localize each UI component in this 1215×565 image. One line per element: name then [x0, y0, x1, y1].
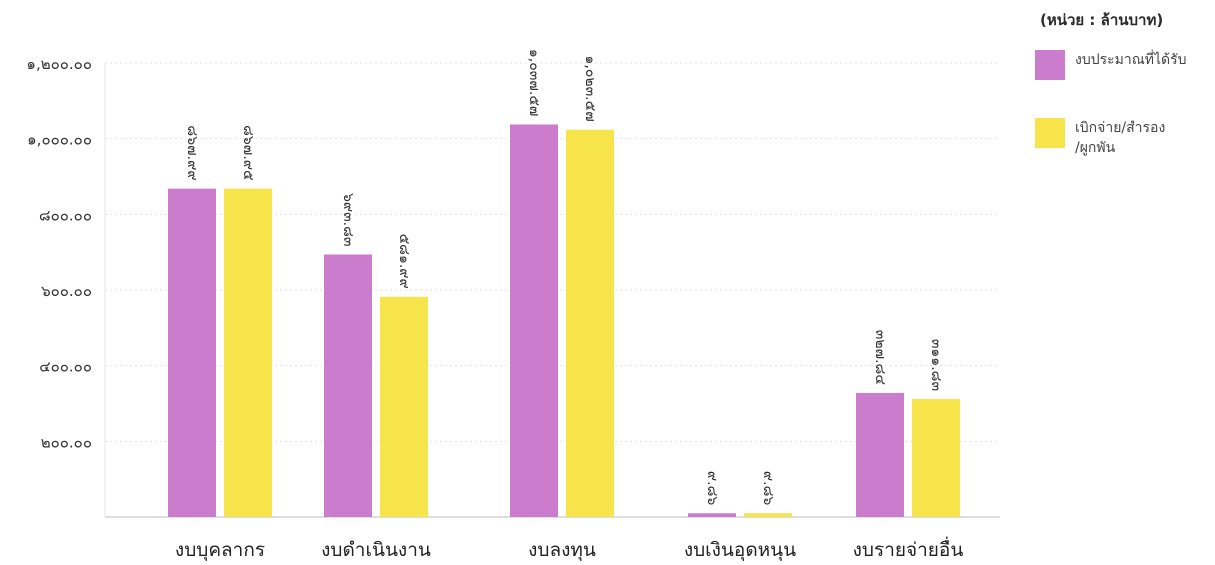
- bar: [168, 188, 216, 517]
- bar: [744, 513, 792, 517]
- unit-label: (หน่วย : ล้านบาท): [1040, 11, 1164, 29]
- legend-swatch-budget: [1035, 50, 1065, 80]
- y-tick-label: ๖๐๐.๐๐: [41, 282, 92, 300]
- bar: [688, 513, 736, 517]
- y-tick-label: ๒๐๐.๐๐: [41, 433, 92, 451]
- x-category-label: งบเงินอุดหนุน: [684, 539, 796, 562]
- data-label: ๖๙๓.๘๓: [340, 193, 356, 247]
- bar: [912, 399, 960, 517]
- data-label: ๘๖๗.๙๕: [240, 125, 256, 181]
- bar-chart: ๒๐๐.๐๐ ๔๐๐.๐๐ ๖๐๐.๐๐ ๘๐๐.๐๐ ๑,๐๐๐.๐๐ ๑,๒๐๐.๐๐…: [26, 49, 1000, 562]
- data-label: ๓๑๑.๘๓: [928, 339, 944, 391]
- x-category-label: งบลงทุน: [528, 539, 596, 562]
- bar: [510, 124, 558, 517]
- legend-item-budget: งบประมาณที่ได้รับ: [1035, 50, 1210, 80]
- bar: [380, 296, 428, 517]
- x-category-label: งบดำเนินงาน: [321, 539, 431, 561]
- data-label: ๙.๘๖: [760, 471, 776, 506]
- bar: [224, 188, 272, 517]
- legend-item-disbursed: เบิกจ่าย/สำรอง /ผูกพัน: [1035, 118, 1210, 158]
- data-label: ๕๘๑.๙๙: [396, 234, 412, 289]
- legend-label-budget: งบประมาณที่ได้รับ: [1075, 52, 1187, 68]
- data-label: ๑,๐๓๗.๕๗: [526, 49, 542, 117]
- x-category-label: งบบุคลากร: [175, 539, 265, 562]
- bar: [856, 392, 904, 517]
- bar: [324, 254, 372, 517]
- data-label: ๑,๐๒๓.๕๗: [582, 55, 598, 121]
- legend-swatch-disbursed: [1035, 118, 1065, 148]
- data-label: ๙.๘๖: [704, 471, 720, 506]
- bar: [566, 129, 614, 518]
- legend-label-disbursed: เบิกจ่าย/สำรอง /ผูกพัน: [1075, 120, 1166, 156]
- x-category-label: งบรายจ่ายอื่น: [853, 536, 964, 561]
- y-tick-label: ๑,๒๐๐.๐๐: [26, 55, 92, 73]
- y-tick-label: ๔๐๐.๐๐: [39, 358, 92, 376]
- data-label: ๓๒๗.๘๔: [872, 330, 888, 385]
- y-tick-label: ๑,๐๐๐.๐๐: [27, 131, 92, 149]
- legend: งบประมาณที่ได้รับ เบิกจ่าย/สำรอง /ผูกพัน: [1035, 50, 1210, 196]
- data-label: ๘๖๗.๙๙: [184, 125, 200, 180]
- y-tick-label: ๘๐๐.๐๐: [39, 206, 92, 224]
